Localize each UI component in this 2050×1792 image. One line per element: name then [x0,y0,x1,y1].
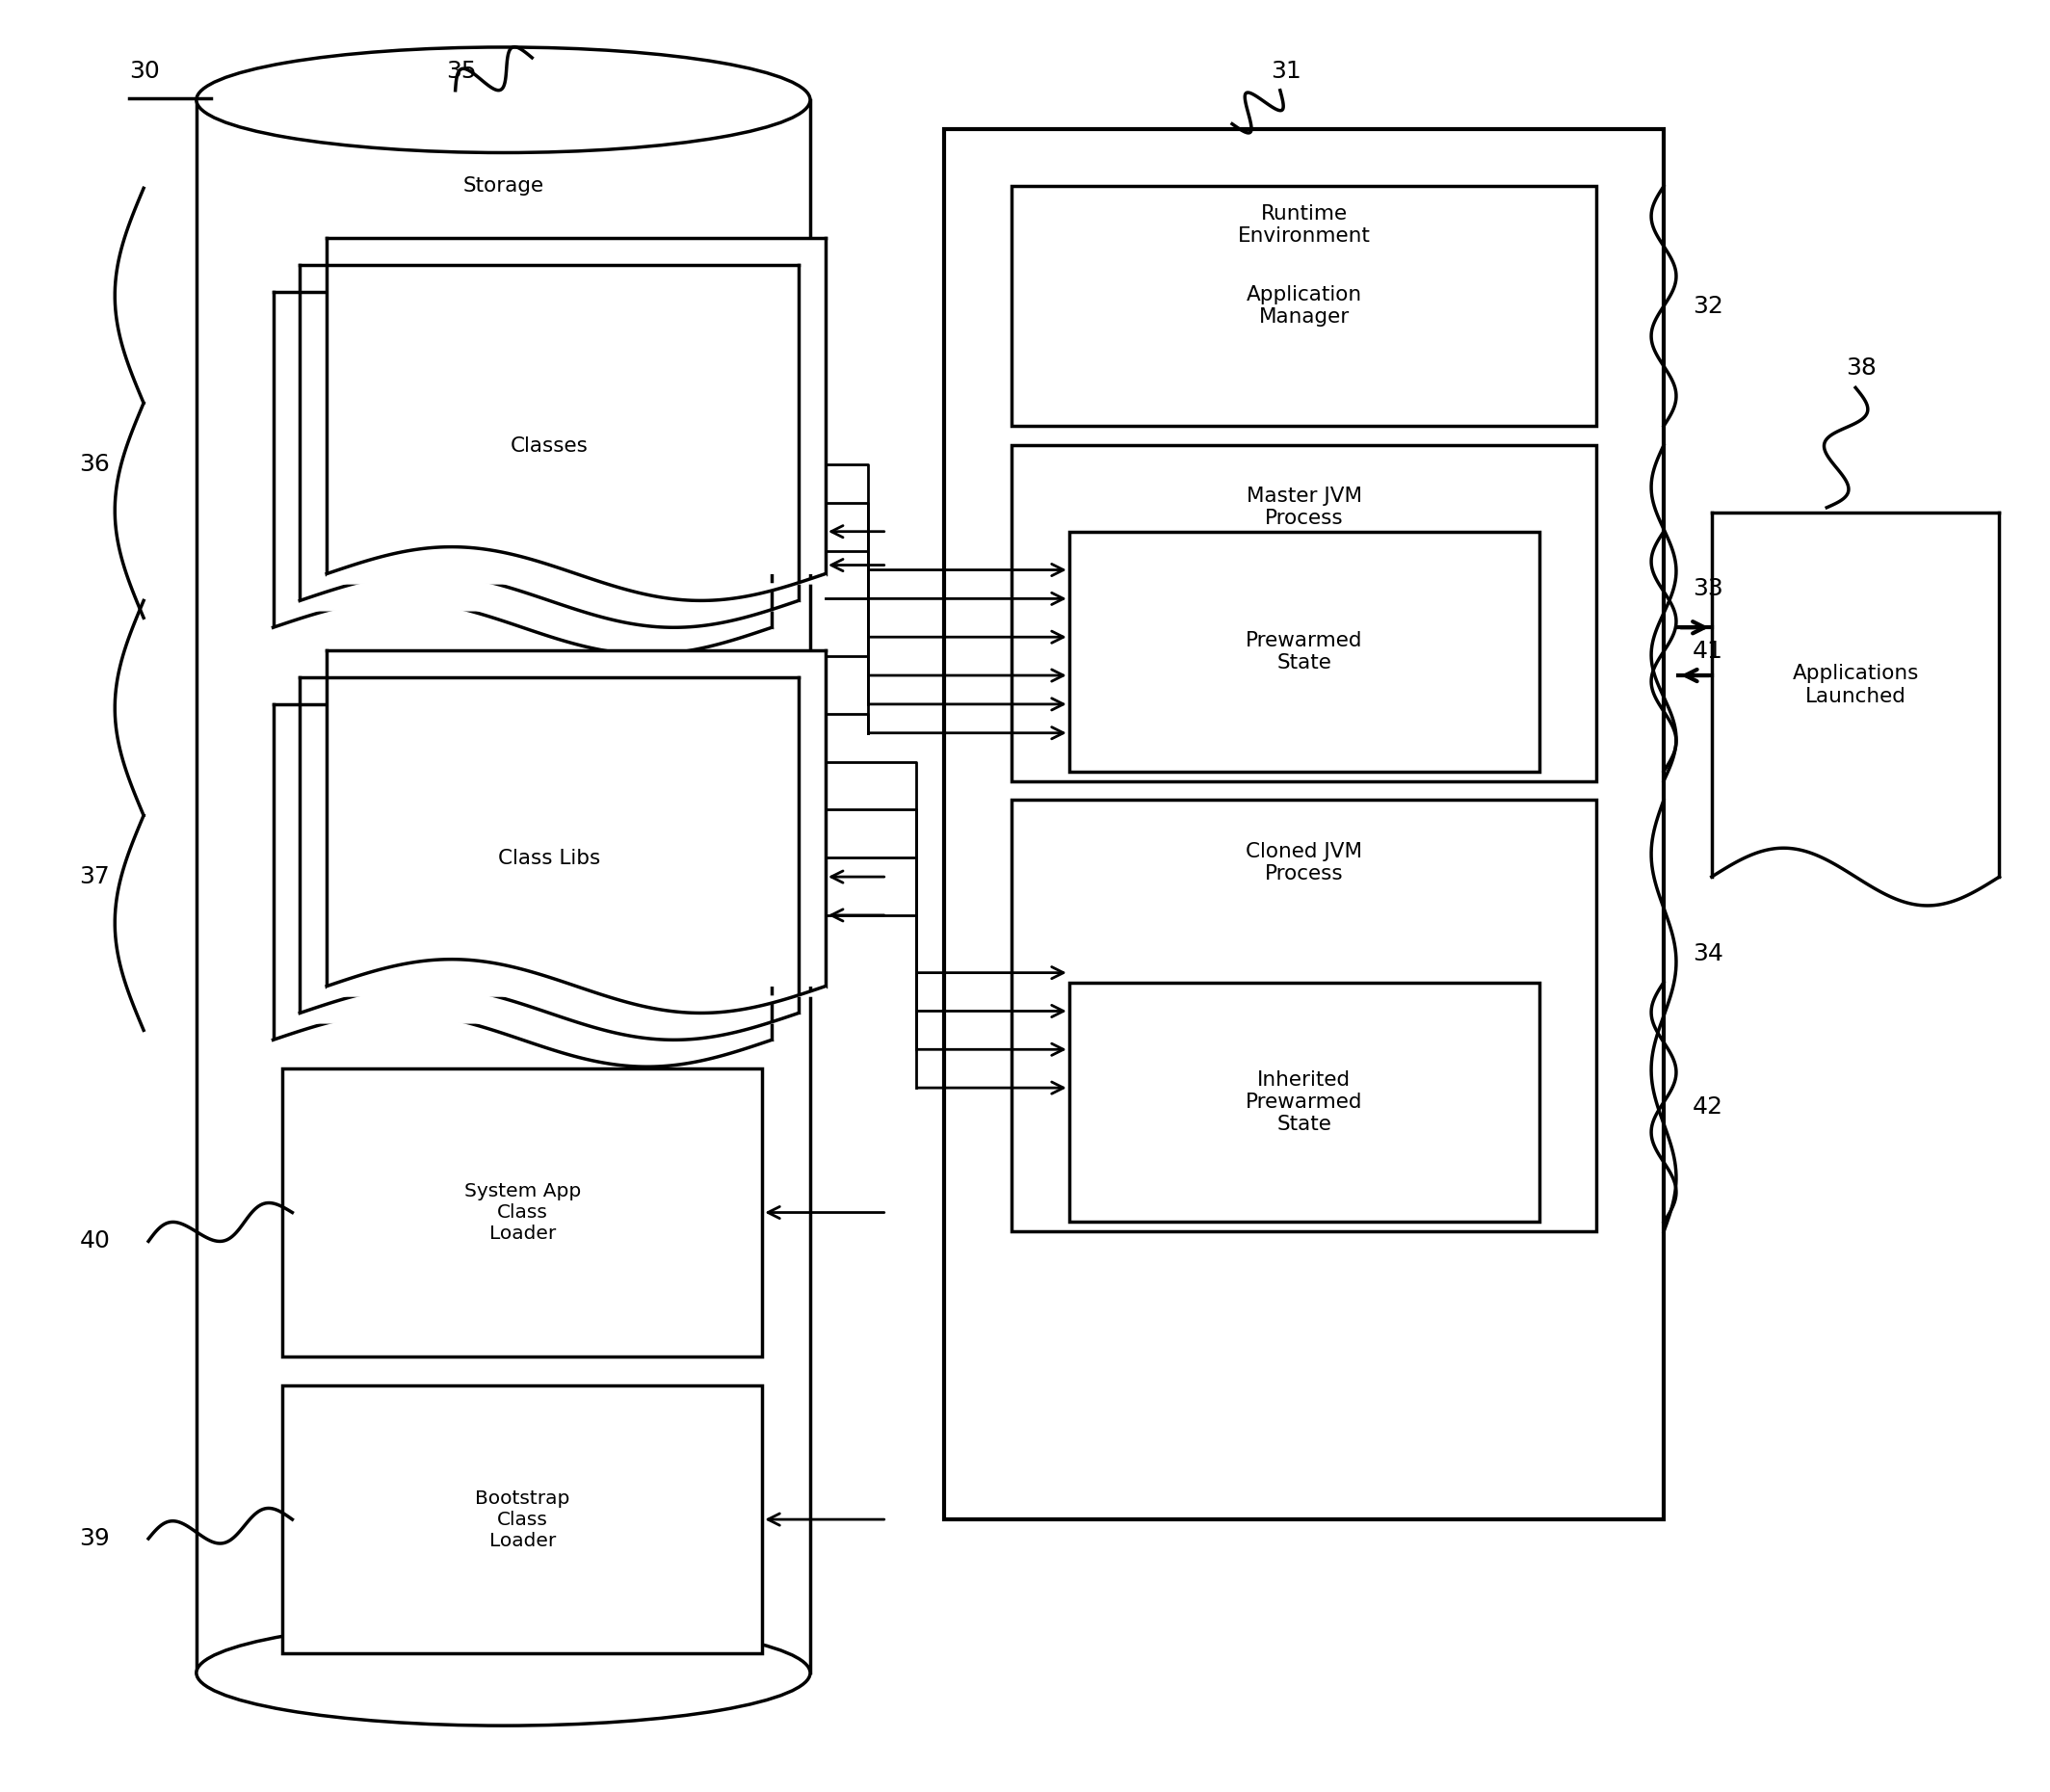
Text: 38: 38 [1845,357,1876,380]
Text: 42: 42 [1693,1095,1724,1118]
Text: Runtime
Environment: Runtime Environment [1238,204,1371,246]
Text: 36: 36 [80,453,111,477]
Bar [1011,799,1597,1231]
Text: Master JVM
Process: Master JVM Process [1246,487,1361,529]
Bar [273,704,771,1039]
Text: Bootstrap
Class
Loader: Bootstrap Class Loader [476,1489,570,1550]
Text: Classes: Classes [510,437,588,455]
Text: 37: 37 [80,866,111,889]
Text: Inherited
Prewarmed
State: Inherited Prewarmed State [1246,1070,1363,1134]
Bar [299,677,800,1012]
Bar [1070,982,1540,1222]
Text: Applications
Launched: Applications Launched [1792,665,1919,706]
Bar [326,650,826,986]
Bar [1011,444,1597,781]
Text: Cloned JVM
Process: Cloned JVM Process [1246,842,1363,883]
Text: System App
Class
Loader: System App Class Loader [463,1183,580,1244]
Bar [283,1068,763,1357]
Bar [1070,532,1540,771]
Text: 32: 32 [1693,294,1724,317]
Text: Storage: Storage [463,177,543,195]
Bar [945,129,1665,1520]
Bar [299,265,800,600]
Bar [326,238,826,573]
Text: 34: 34 [1693,943,1724,966]
Text: 33: 33 [1693,577,1724,600]
Text: 41: 41 [1693,640,1724,663]
Text: 40: 40 [80,1229,111,1253]
Text: Class Libs: Class Libs [498,849,601,869]
Ellipse shape [197,1620,810,1726]
Text: Prewarmed
State: Prewarmed State [1246,631,1363,672]
Text: 31: 31 [1271,59,1302,82]
Bar [273,292,771,627]
Text: 30: 30 [129,59,160,82]
Bar [283,1385,763,1654]
Ellipse shape [197,47,810,152]
Text: 35: 35 [445,59,476,82]
Bar [1011,186,1597,426]
Text: 39: 39 [80,1527,111,1550]
Text: Application
Manager: Application Manager [1246,285,1361,326]
